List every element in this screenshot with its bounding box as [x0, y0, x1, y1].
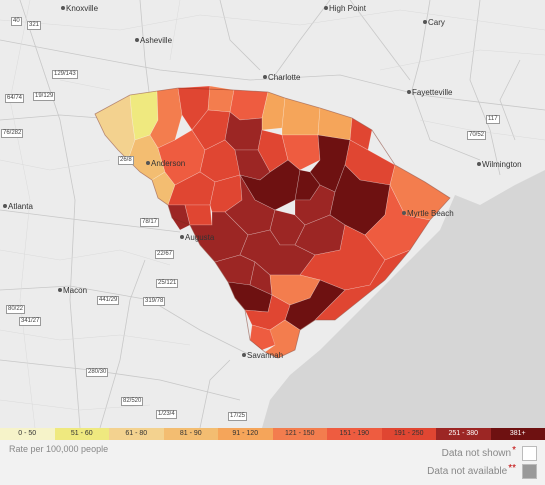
legend-footer: Rate per 100,000 people Data not shown *… — [0, 440, 545, 485]
city-label: Wilmington — [482, 160, 522, 169]
legend-bin: 61 - 80 — [109, 428, 164, 440]
legend-bin: 151 - 190 — [327, 428, 382, 440]
city-label: Myrtle Beach — [407, 209, 454, 218]
city-dot — [135, 38, 139, 42]
highway-shield: 321 — [27, 21, 42, 30]
city-label: Macon — [63, 286, 88, 295]
data-not-available-row: Data not available ** — [427, 463, 537, 479]
legend-bin: 381+ — [490, 428, 545, 440]
state-outline — [94, 87, 451, 359]
data-not-available-marker: ** — [508, 463, 516, 474]
city-dot — [58, 288, 62, 292]
data-not-shown-swatch — [522, 446, 537, 461]
city-dot — [61, 6, 65, 10]
highway-shield: 70/52 — [467, 131, 487, 140]
highway-shield: 64/74 — [5, 94, 25, 103]
highway-shield: 25/121 — [156, 279, 179, 288]
legend-bin: 191 - 250 — [381, 428, 436, 440]
city-dot — [423, 20, 427, 24]
data-not-shown-marker: * — [512, 445, 516, 456]
city-label: Atlanta — [8, 202, 33, 211]
city-label: High Point — [329, 4, 366, 13]
state-counties[interactable] — [94, 85, 451, 359]
city-dot — [3, 204, 7, 208]
county-edgefield[interactable] — [184, 204, 213, 226]
county-colleton[interactable] — [284, 279, 346, 331]
data-not-shown-row: Data not shown * — [441, 445, 537, 461]
data-not-shown-label: Data not shown — [441, 448, 512, 459]
city-dot — [324, 6, 328, 10]
legend-bin: 251 - 380 — [436, 428, 491, 440]
highway-shield: 17/25 — [228, 412, 248, 421]
city-label: Knoxville — [66, 4, 99, 13]
city-dot — [263, 75, 267, 79]
legend-bin: 91 - 120 — [218, 428, 273, 440]
highway-shield: 78/17 — [140, 218, 160, 227]
highway-shield: 1/23/4 — [156, 410, 177, 419]
city-label: Fayetteville — [412, 88, 453, 97]
highway-shield: 117 — [486, 115, 500, 124]
choropleth-map[interactable] — [0, 0, 545, 428]
highway-shield: 19/129 — [33, 92, 56, 101]
legend-bin: 81 - 90 — [163, 428, 218, 440]
legend-bin: 0 - 50 — [0, 428, 55, 440]
road-network — [0, 0, 545, 428]
county-darlington[interactable] — [281, 134, 321, 171]
highway-shield: 76/282 — [1, 129, 24, 138]
highway-shield: 129/143 — [52, 70, 78, 79]
city-label: Savannah — [247, 351, 284, 360]
data-not-available-label: Data not available — [427, 466, 508, 477]
city-dot — [242, 353, 246, 357]
highway-shield: 441/29 — [97, 296, 120, 305]
city-label: Augusta — [185, 233, 215, 242]
highway-shield: 26/8 — [118, 156, 134, 165]
data-not-available-swatch — [522, 464, 537, 479]
road-network-minor — [0, 0, 545, 428]
highway-shield: 319/78 — [143, 297, 166, 306]
county-chesterfield[interactable] — [281, 97, 321, 136]
city-label: Asheville — [140, 36, 173, 45]
legend-bin: 121 - 150 — [272, 428, 327, 440]
legend-bin: 51 - 60 — [54, 428, 109, 440]
map-viewport[interactable]: Knoxville High Point Cary Asheville Charlott… — [0, 0, 545, 428]
highway-shield: 40 — [11, 17, 22, 26]
city-label: Anderson — [151, 159, 186, 168]
city-dot — [402, 211, 406, 215]
ocean — [262, 170, 545, 428]
city-dot — [407, 90, 411, 94]
highway-shield: 280/30 — [86, 368, 109, 377]
legend-bar: 0 - 50 51 - 60 61 - 80 81 - 90 91 - 120 121 -… — [0, 428, 545, 440]
legend-rate-label: Rate per 100,000 people — [9, 444, 109, 454]
city-label: Charlotte — [268, 73, 301, 82]
city-dot — [477, 162, 481, 166]
city-dot — [180, 235, 184, 239]
highway-shield: 80/22 — [6, 305, 26, 314]
highway-shield: 82/520 — [121, 397, 144, 406]
highway-shield: 341/27 — [19, 317, 42, 326]
highway-shield: 22/67 — [155, 250, 175, 259]
city-dot — [146, 161, 150, 165]
city-label: Cary — [428, 18, 445, 27]
